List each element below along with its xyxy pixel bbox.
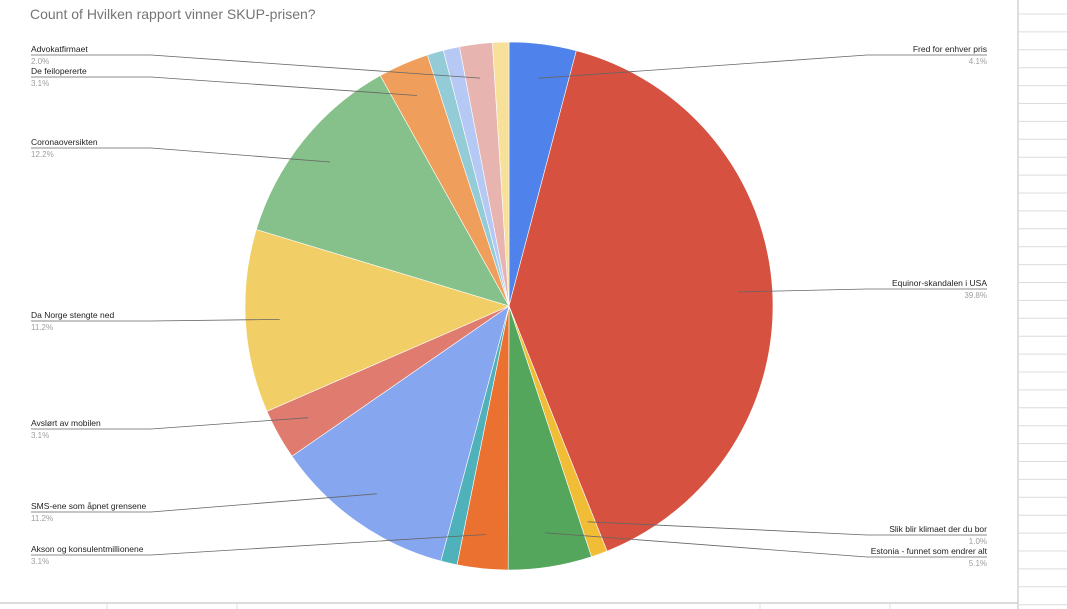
leader-line-slik-blir-klimaet-der-du-bor <box>587 521 987 536</box>
slice-label-de-feilopererte: De feilopererte <box>31 66 87 76</box>
slice-label-estonia-funnet-som-endrer-alt: Estonia - funnet som endrer alt <box>871 546 988 556</box>
pie-slice-equinor-skandalen-i-usa <box>508 50 774 552</box>
slice-percent-equinor-skandalen-i-usa: 39.8% <box>964 291 987 300</box>
slice-label-da-norge-stengte-ned: Da Norge stengte ned <box>31 310 114 320</box>
slice-label-slik-blir-klimaet-der-du-bor: Slik blir klimaet der du bor <box>889 524 987 534</box>
leader-line-fred-for-enhver-pris <box>538 54 987 79</box>
slice-percent-advokatfirmaet: 2.0% <box>31 57 49 66</box>
pie-slice-da-norge-stengte-ned <box>244 229 510 412</box>
slice-percent-coronaoversikten: 12.2% <box>31 150 54 159</box>
slice-percent-fred-for-enhver-pris: 4.1% <box>969 57 987 66</box>
slice-label-fred-for-enhver-pris: Fred for enhver pris <box>913 44 987 54</box>
leader-line-advokatfirmaet <box>31 54 481 79</box>
leader-line-avsl-rt-av-mobilen <box>31 417 309 430</box>
pie-slice-unlabeled-14 <box>492 41 510 307</box>
slice-label-equinor-skandalen-i-usa: Equinor-skandalen i USA <box>892 278 987 288</box>
chart-title: Count of Hvilken rapport vinner SKUP-pri… <box>30 6 316 22</box>
leader-line-coronaoversikten <box>31 147 331 163</box>
slice-percent-sms-ene-som-apnet-grensene: 11.2% <box>31 514 53 523</box>
slice-percent-avsl-rt-av-mobilen: 3.1% <box>31 431 49 440</box>
slice-label-akson-og-konsulentmillionene: Akson og konsulentmillionene <box>31 544 144 554</box>
leader-line-sms-ene-som-apnet-grensene <box>31 493 377 513</box>
leader-line-equinor-skandalen-i-usa <box>738 288 987 293</box>
slice-percent-akson-og-konsulentmillionene: 3.1% <box>31 557 49 566</box>
slice-label-sms-ene-som-apnet-grensene: SMS-ene som åpnet grensene <box>31 501 147 511</box>
slice-percent-slik-blir-klimaet-der-du-bor: 1.0% <box>969 537 987 546</box>
slice-label-coronaoversikten: Coronaoversikten <box>31 137 98 147</box>
leader-line-estonia-funnet-som-endrer-alt <box>544 532 987 558</box>
slice-percent-da-norge-stengte-ned: 11.2% <box>31 323 53 332</box>
slice-label-advokatfirmaet: Advokatfirmaet <box>31 44 88 54</box>
pie-slice-coronaoversikten <box>255 75 510 307</box>
leader-line-da-norge-stengte-ned <box>31 319 280 322</box>
leader-line-akson-og-konsulentmillionene <box>31 534 486 556</box>
leader-line-de-feilopererte <box>31 76 418 96</box>
slice-label-avsl-rt-av-mobilen: Avslørt av mobilen <box>31 418 101 428</box>
slice-percent-de-feilopererte: 3.1% <box>31 79 49 88</box>
slice-percent-estonia-funnet-som-endrer-alt: 5.1% <box>969 559 987 568</box>
pie-slice-sms-ene-som-apnet-grensene <box>291 305 510 562</box>
